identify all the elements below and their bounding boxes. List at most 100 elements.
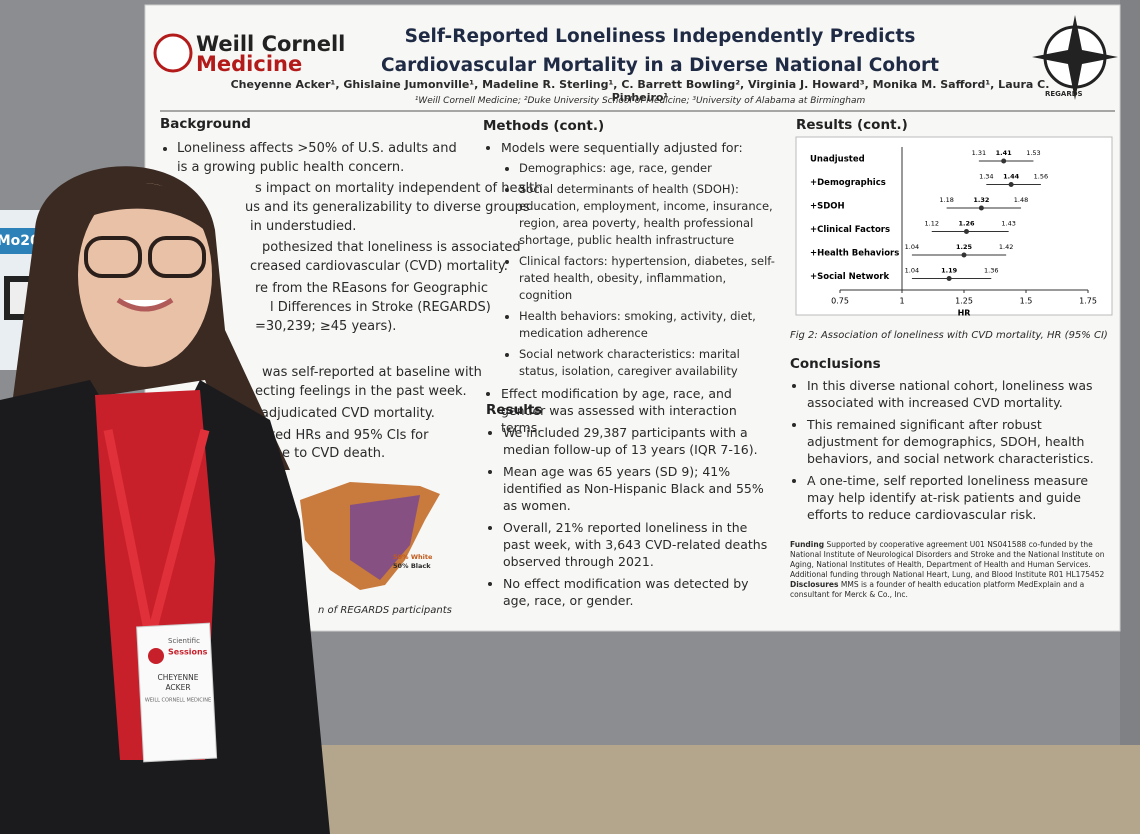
x-tick-label: 1.75 — [1079, 297, 1097, 306]
section-heading: Results (cont.) — [796, 117, 908, 133]
row-label: Unadjusted — [810, 155, 865, 165]
logo-seal — [153, 33, 193, 73]
hr-point — [1008, 182, 1014, 187]
hr-label: 1.44 — [1003, 173, 1020, 181]
emblem-label: REGARDS — [1045, 90, 1083, 98]
bullet-text: Social determinants of health (SDOH): ed… — [519, 181, 779, 249]
hr-point — [1001, 158, 1007, 164]
list: In this diverse national cohort, lonelin… — [790, 377, 1100, 523]
hr-point — [961, 252, 967, 258]
section-heading: Methods (cont.) — [483, 118, 605, 134]
background-fragment: s adjudicated CVD mortality. — [250, 406, 435, 421]
row-label: +Demographics — [810, 178, 886, 188]
hr-point — [963, 229, 969, 234]
logo-line: Weill Cornell — [196, 32, 346, 56]
logo-line: Medicine — [196, 52, 303, 76]
bullet-text: Models were sequentially adjusted for: — [501, 140, 743, 155]
bullet-text: Mean age was 65 years (SD 9); 41% identi… — [503, 463, 776, 514]
poster-title: Self-Reported Loneliness Independently P… — [381, 26, 939, 76]
ci-label: 1.43 — [1001, 220, 1015, 228]
conclusions-list: In this diverse national cohort, lonelin… — [790, 377, 1100, 528]
emblem-star — [1032, 15, 1118, 100]
badge-event: Sessions — [168, 648, 208, 657]
sub-list: Demographics: age, race, gender Social de… — [501, 160, 779, 380]
background-fragment: l Differences in Stroke (REGARDS) — [270, 300, 491, 315]
hr-label: 1.32 — [973, 196, 989, 204]
logo-text: Weill Cornell Medicine — [196, 32, 346, 76]
methods-list: Models were sequentially adjusted for: De… — [484, 139, 779, 441]
section-heading: Conclusions — [790, 356, 881, 372]
badge-org: WEILL CORNELL MEDICINE — [145, 698, 211, 704]
hr-label: 1.19 — [941, 267, 958, 275]
x-tick-label: 1 — [899, 297, 904, 306]
badge-name: CHEYENNE — [158, 673, 199, 682]
fringe — [60, 182, 215, 240]
footnote-label: Funding — [790, 540, 825, 549]
forest-plot: 0.75 1 1.25 1.5 1.75 HR Unadjusted 1.31 1.41 1.53… — [810, 147, 1097, 318]
affiliations: ¹Weill Cornell Medicine; ²Duke Universit… — [414, 96, 866, 106]
background-fragment: s impact on mortality independent of hea… — [255, 181, 543, 196]
authors: Cheyenne Acker¹, Ghislaine Jumonville¹, … — [230, 78, 1050, 104]
row-label: +SDOH — [810, 202, 845, 212]
smile — [116, 297, 174, 312]
bullet-text: Clinical factors: hypertension, diabetes… — [519, 253, 779, 304]
forest-box — [795, 136, 1113, 316]
background-fragment: ated HRs and 95% CIs for — [262, 428, 429, 443]
row-label: +Clinical Factors — [810, 225, 890, 235]
hr-point — [978, 205, 984, 211]
footnotes: Funding Supported by cooperative agreeme… — [790, 540, 1108, 600]
bullet-text: A one-time, self reported loneliness mea… — [807, 472, 1100, 523]
ci-label: 1.36 — [984, 267, 998, 275]
bullet-text: Effect modification by age, race, and ge… — [501, 385, 779, 436]
background-fragment: us and its generalizability to diverse g… — [245, 200, 530, 215]
x-tick-label: 1.5 — [1020, 297, 1033, 306]
footnote-label: Disclosures — [790, 580, 839, 589]
row-label: +Health Behaviors — [810, 249, 899, 259]
background-fragment: ecting feelings in the past week. — [255, 384, 467, 399]
footnote-text: MMS is a founder of health education pla… — [790, 580, 1085, 599]
hr-point — [946, 276, 952, 281]
background-fragment: in understudied. — [250, 219, 357, 234]
figure-caption: Fig 2: Association of loneliness with CV… — [790, 330, 1108, 341]
bullet-text: In this diverse national cohort, lonelin… — [807, 377, 1100, 411]
background-fragment: e to CVD death. — [282, 446, 386, 461]
map-legend: 50% White 50% Black — [393, 553, 432, 571]
ci-label: 1.04 — [905, 243, 919, 251]
bullet-text: Health behaviors: smoking, activity, die… — [519, 308, 779, 342]
ci-label: 1.53 — [1026, 149, 1040, 157]
map-caption: n of REGARDS participants — [318, 605, 452, 616]
badge-name: ACKER — [165, 683, 190, 692]
bullet-text: Overall, 21% reported loneliness in the … — [503, 519, 776, 570]
map-density — [350, 495, 420, 580]
bullet-text: Demographics: age, race, gender — [519, 160, 779, 177]
section-heading: Background — [160, 116, 251, 132]
bullet-text: This remained significant after robust a… — [807, 416, 1100, 467]
background-fragment: pothesized that loneliness is associated — [262, 240, 521, 255]
hr-label: 1.25 — [956, 243, 973, 251]
ci-label: 1.34 — [979, 173, 993, 181]
ci-label: 1.48 — [1014, 196, 1028, 204]
background-fragment: =30,239; ≥45 years). — [255, 319, 397, 334]
row-label: +Social Network — [810, 272, 889, 282]
bullet-text: No effect modification was detected by a… — [503, 575, 776, 609]
badge-logo — [148, 648, 164, 664]
bullet-text: We included 29,387 participants with a m… — [503, 424, 776, 458]
results-list: We included 29,387 participants with a m… — [486, 424, 776, 614]
ci-label: 1.31 — [972, 149, 986, 157]
background-fragment: was self-reported at baseline with — [262, 365, 482, 380]
footnote-text: Supported by cooperative agreement U01 N… — [790, 540, 1105, 579]
ci-label: 1.18 — [939, 196, 953, 204]
bullet-text: Loneliness affects >50% of U.S. adults a… — [177, 139, 470, 177]
background-fragment: creased cardiovascular (CVD) mortality. — [250, 259, 508, 274]
glasses — [84, 236, 142, 278]
x-tick-label: 0.75 — [831, 297, 849, 306]
x-axis-label: HR — [958, 309, 971, 318]
x-tick-label: 1.25 — [955, 297, 973, 306]
badge-event: Scientific — [168, 637, 200, 645]
list: We included 29,387 participants with a m… — [486, 424, 776, 609]
ci-label: 1.12 — [925, 220, 939, 228]
bullet-text: Social network characteristics: marital … — [519, 346, 779, 380]
background-bullet: Loneliness affects >50% of U.S. adults a… — [160, 139, 470, 182]
